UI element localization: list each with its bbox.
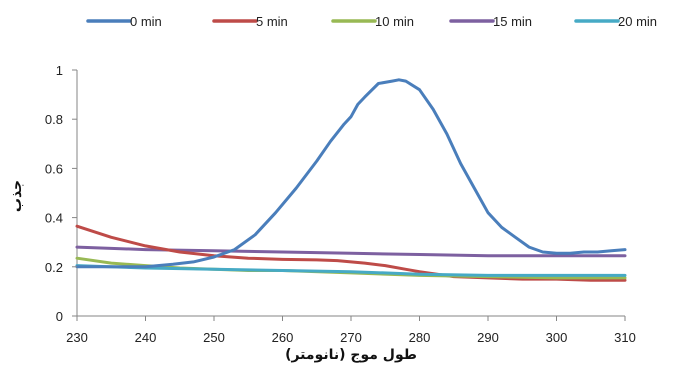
- x-tick-label: 240: [135, 330, 157, 345]
- axis-ticks: 230 240 250 260 270 280 290 300 310 0 0.2 0.4 0.6 0.8…: [45, 63, 636, 345]
- y-tick-label: 0.6: [45, 161, 63, 176]
- x-tick-label: 300: [546, 330, 568, 345]
- legend-item: 0 min: [86, 14, 162, 29]
- legend: 0 min 5 min 10 min 15 min 20 min: [86, 14, 657, 29]
- legend-label: 10 min: [375, 14, 414, 29]
- x-tick-label: 230: [66, 330, 88, 345]
- legend-label: 15 min: [493, 14, 532, 29]
- series-layer: [75, 78, 627, 282]
- x-tick-label: 310: [614, 330, 636, 345]
- x-tick-label: 270: [340, 330, 362, 345]
- y-tick-label: 0: [56, 309, 63, 324]
- x-tick-label: 290: [477, 330, 499, 345]
- legend-item: 15 min: [449, 14, 532, 29]
- legend-item: 10 min: [331, 14, 414, 29]
- y-tick-label: 0.4: [45, 211, 63, 226]
- y-tick-label: 0.2: [45, 260, 63, 275]
- x-tick-label: 260: [272, 330, 294, 345]
- series-line-0-min: [75, 78, 627, 269]
- x-tick-label: 280: [409, 330, 431, 345]
- plot-area: 230 240 250 260 270 280 290 300 310 0 0.2 0.4 0.6 0.8…: [45, 63, 636, 345]
- legend-label: 20 min: [618, 14, 657, 29]
- x-axis-title: طول موج (نانومتر): [285, 347, 417, 363]
- y-tick-label: 1: [56, 63, 63, 78]
- legend-item: 5 min: [212, 14, 288, 29]
- legend-label: 0 min: [130, 14, 162, 29]
- y-tick-label: 0.8: [45, 112, 63, 127]
- series-line-20-min: [75, 264, 627, 277]
- y-axis-title: جذب: [9, 180, 25, 212]
- legend-label: 5 min: [256, 14, 288, 29]
- series-line-5-min: [75, 224, 627, 282]
- x-tick-label: 250: [203, 330, 225, 345]
- legend-item: 20 min: [574, 14, 657, 29]
